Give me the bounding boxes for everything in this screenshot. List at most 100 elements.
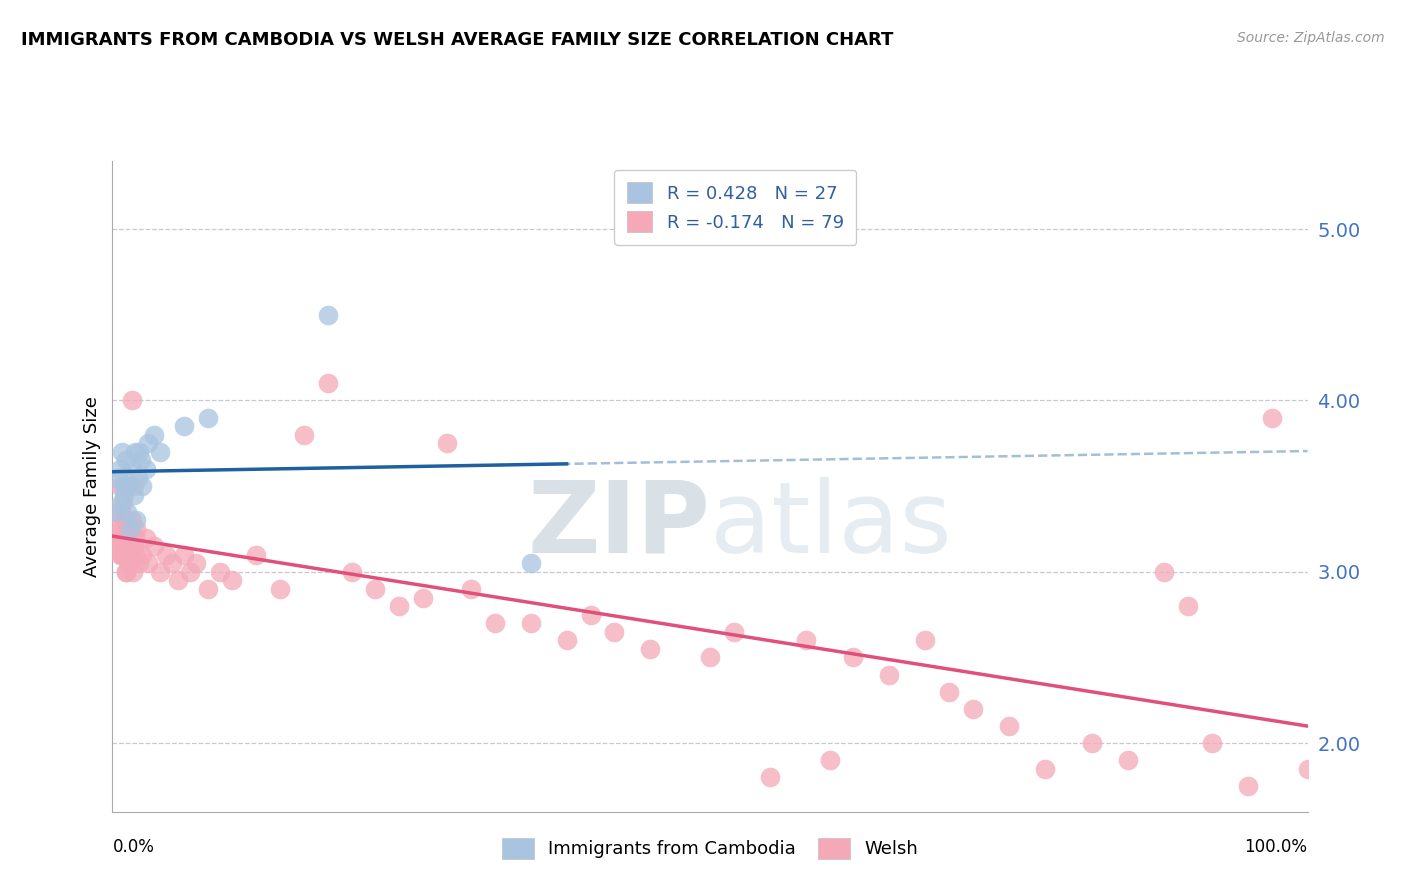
Point xyxy=(388,599,411,613)
Point xyxy=(111,445,134,459)
Point xyxy=(520,616,543,631)
Point xyxy=(118,556,141,570)
Point xyxy=(1177,599,1199,613)
Point xyxy=(603,624,626,639)
Point xyxy=(1153,565,1175,579)
Point xyxy=(112,548,135,562)
Point xyxy=(107,470,129,484)
Point xyxy=(105,531,128,545)
Point xyxy=(114,531,135,545)
Point xyxy=(121,462,143,476)
Point xyxy=(149,445,172,459)
Point xyxy=(124,445,146,459)
Point xyxy=(173,419,195,434)
Point xyxy=(167,574,190,588)
Point xyxy=(110,522,132,536)
Point xyxy=(131,479,153,493)
Point xyxy=(245,548,267,562)
Point xyxy=(197,410,219,425)
Point xyxy=(818,753,841,767)
Point xyxy=(1261,410,1284,425)
Point xyxy=(108,479,131,493)
Point xyxy=(436,436,458,450)
Point xyxy=(998,719,1021,733)
Point xyxy=(110,505,132,519)
Point xyxy=(115,513,138,527)
Point xyxy=(120,522,142,536)
Point xyxy=(121,393,143,408)
Point xyxy=(579,607,602,622)
Point xyxy=(197,582,219,596)
Point xyxy=(105,513,128,527)
Point xyxy=(1081,736,1104,750)
Point xyxy=(149,565,172,579)
Point xyxy=(117,531,139,545)
Text: IMMIGRANTS FROM CAMBODIA VS WELSH AVERAGE FAMILY SIZE CORRELATION CHART: IMMIGRANTS FROM CAMBODIA VS WELSH AVERAG… xyxy=(21,31,893,49)
Point xyxy=(121,565,143,579)
Point xyxy=(1118,753,1140,767)
Point xyxy=(108,462,131,476)
Point xyxy=(340,565,363,579)
Text: atlas: atlas xyxy=(710,476,952,574)
Point xyxy=(794,633,817,648)
Point xyxy=(128,445,150,459)
Point xyxy=(938,685,960,699)
Point xyxy=(114,565,136,579)
Text: 0.0%: 0.0% xyxy=(112,838,155,855)
Point xyxy=(269,582,291,596)
Point xyxy=(759,771,782,785)
Point xyxy=(1237,779,1260,793)
Point xyxy=(879,667,901,681)
Point xyxy=(316,308,339,322)
Point xyxy=(842,650,865,665)
Text: 100.0%: 100.0% xyxy=(1244,838,1308,855)
Point xyxy=(364,582,387,596)
Point xyxy=(173,548,195,562)
Point xyxy=(699,650,721,665)
Point xyxy=(186,556,208,570)
Point xyxy=(125,513,148,527)
Point xyxy=(484,616,506,631)
Point xyxy=(1296,762,1319,776)
Point xyxy=(125,522,148,536)
Text: Source: ZipAtlas.com: Source: ZipAtlas.com xyxy=(1237,31,1385,45)
Point xyxy=(138,556,160,570)
Point xyxy=(117,479,139,493)
Point xyxy=(131,548,153,562)
Point xyxy=(962,702,984,716)
Point xyxy=(143,539,166,553)
Point xyxy=(127,470,149,484)
Point xyxy=(143,427,166,442)
Point xyxy=(155,548,177,562)
Point xyxy=(135,531,157,545)
Point xyxy=(125,548,148,562)
Point xyxy=(914,633,936,648)
Point xyxy=(640,642,662,657)
Point xyxy=(114,565,136,579)
Point xyxy=(105,505,128,519)
Legend: Immigrants from Cambodia, Welsh: Immigrants from Cambodia, Welsh xyxy=(492,829,928,868)
Point xyxy=(107,539,129,553)
Point xyxy=(292,427,315,442)
Point xyxy=(114,453,136,467)
Point xyxy=(129,453,152,467)
Point xyxy=(122,539,145,553)
Point xyxy=(122,488,145,502)
Point xyxy=(121,513,143,527)
Text: ZIP: ZIP xyxy=(527,476,710,574)
Point xyxy=(128,556,150,570)
Point xyxy=(112,479,135,493)
Point xyxy=(460,582,482,596)
Point xyxy=(1033,762,1056,776)
Point xyxy=(111,531,134,545)
Point xyxy=(124,531,146,545)
Point xyxy=(135,462,157,476)
Point xyxy=(111,548,134,562)
Point xyxy=(555,633,578,648)
Point xyxy=(108,548,131,562)
Point xyxy=(115,505,138,519)
Y-axis label: Average Family Size: Average Family Size xyxy=(83,396,101,576)
Point xyxy=(221,574,243,588)
Point xyxy=(122,479,145,493)
Point xyxy=(520,556,543,570)
